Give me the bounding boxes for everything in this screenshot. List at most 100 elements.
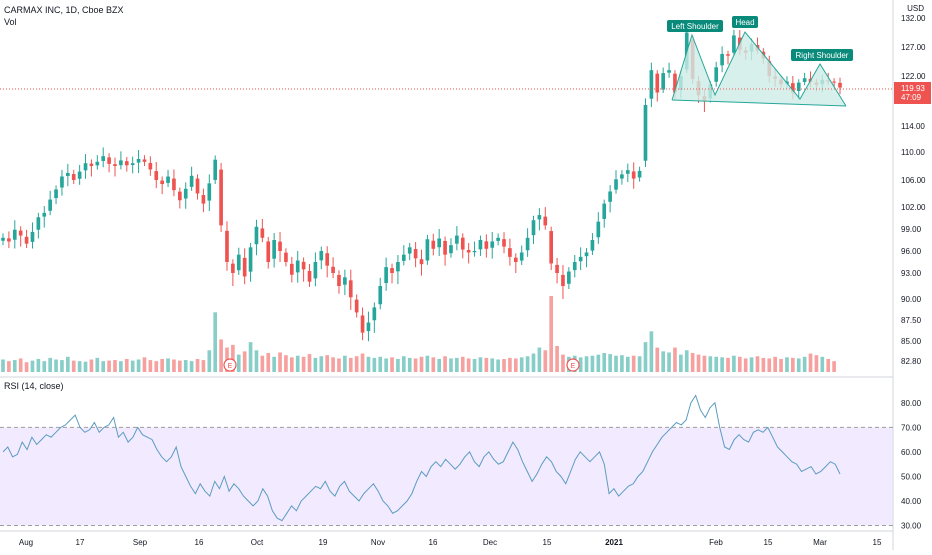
candle-body [720, 53, 724, 66]
rsi-tick-label: 50.00 [901, 472, 922, 481]
volume-bar [655, 347, 660, 372]
volume-bar [631, 355, 636, 372]
volume-bar [472, 358, 477, 372]
volume-bar [543, 350, 548, 372]
volume-bar [384, 358, 388, 372]
candle-body [425, 239, 430, 261]
right-shoulder-label-bg [791, 49, 853, 61]
volume-bar [337, 358, 341, 372]
volume-bar [12, 360, 17, 372]
candle-body [337, 274, 341, 286]
time-tick-label: 17 [76, 538, 85, 547]
candle-body [796, 82, 801, 92]
volume-bar [160, 358, 164, 372]
volume-bar [502, 358, 506, 372]
rsi-tick-label: 40.00 [901, 497, 922, 506]
candle-body [172, 178, 176, 191]
candle-body [667, 70, 671, 73]
volume-bar [154, 361, 159, 372]
candle-body [54, 189, 58, 199]
candle-body [525, 237, 530, 251]
candle-body [83, 163, 88, 171]
volume-bar [354, 356, 359, 372]
candle-body [838, 82, 842, 88]
time-tick-label: 16 [195, 538, 204, 547]
candle-body [625, 170, 630, 174]
volume-bar [189, 361, 194, 372]
candle-body [319, 251, 324, 261]
volume-bar [331, 357, 335, 372]
volume-bar [796, 358, 801, 372]
candle-body [649, 70, 654, 99]
volume-bar [561, 354, 565, 372]
candle-body [555, 264, 559, 273]
volume-bar [313, 357, 318, 372]
pattern-fill [672, 32, 846, 106]
volume-bar [319, 356, 324, 372]
candle-body [42, 212, 47, 217]
earnings-marker-label: E [228, 363, 233, 370]
last-price-countdown: 47:09 [901, 93, 922, 102]
candle-body [419, 259, 424, 265]
volume-bar [637, 356, 642, 372]
candle-body [567, 271, 571, 284]
volume-bar [231, 344, 235, 372]
candle-body [148, 162, 153, 170]
price-tick-label: 114.00 [901, 122, 925, 131]
volume-bar [242, 351, 247, 372]
neckline [671, 99, 847, 107]
volume-bar [42, 361, 47, 372]
volume-bar [826, 358, 831, 372]
candle-body [372, 307, 377, 321]
candle-body [124, 161, 129, 166]
candle-body [48, 199, 52, 211]
volume-bar [66, 356, 70, 372]
volume-bar [761, 357, 766, 372]
volume-group [1, 296, 836, 372]
volume-bar [496, 359, 500, 372]
candle-body [413, 248, 418, 259]
pattern-outline [671, 31, 847, 107]
volume-bar [130, 360, 135, 372]
volume-bar [213, 312, 218, 372]
earnings-marker [223, 358, 237, 372]
volume-bar [620, 355, 624, 372]
price-tick-label: 122.00 [901, 72, 926, 81]
candle-body [732, 35, 736, 53]
rsi-tick-label: 70.00 [901, 423, 922, 432]
candle-body [543, 216, 548, 226]
volume-bar [690, 353, 695, 372]
price-tick-label: 87.50 [901, 316, 922, 325]
volume-bar [767, 358, 772, 372]
volume-bar [466, 358, 471, 372]
candle-body [107, 157, 111, 164]
volume-bar [832, 361, 836, 372]
price-tick-label: 110.00 [901, 148, 925, 157]
volume-bar [178, 360, 182, 372]
candle-body [443, 240, 447, 255]
candle-body [60, 176, 64, 188]
candle-body [189, 175, 194, 187]
volume-bar [201, 360, 206, 372]
volume-bar [89, 359, 94, 372]
candle-body [637, 170, 642, 178]
candle-body [449, 245, 453, 254]
candle-body [378, 286, 383, 305]
candle-body [508, 248, 512, 257]
volume-bar [431, 357, 436, 372]
volume-bar [590, 355, 595, 372]
candle-body [590, 240, 595, 251]
candle-body [791, 83, 795, 93]
candle-body [119, 160, 123, 166]
candle-body [130, 163, 135, 165]
candle-body [278, 241, 282, 251]
volume-bar [478, 357, 483, 372]
volume-bar [602, 353, 607, 372]
candle-body [331, 266, 335, 273]
candle-body [655, 73, 660, 93]
candle-body [236, 254, 241, 271]
volume-bar [578, 357, 583, 372]
candle-body [343, 277, 347, 285]
